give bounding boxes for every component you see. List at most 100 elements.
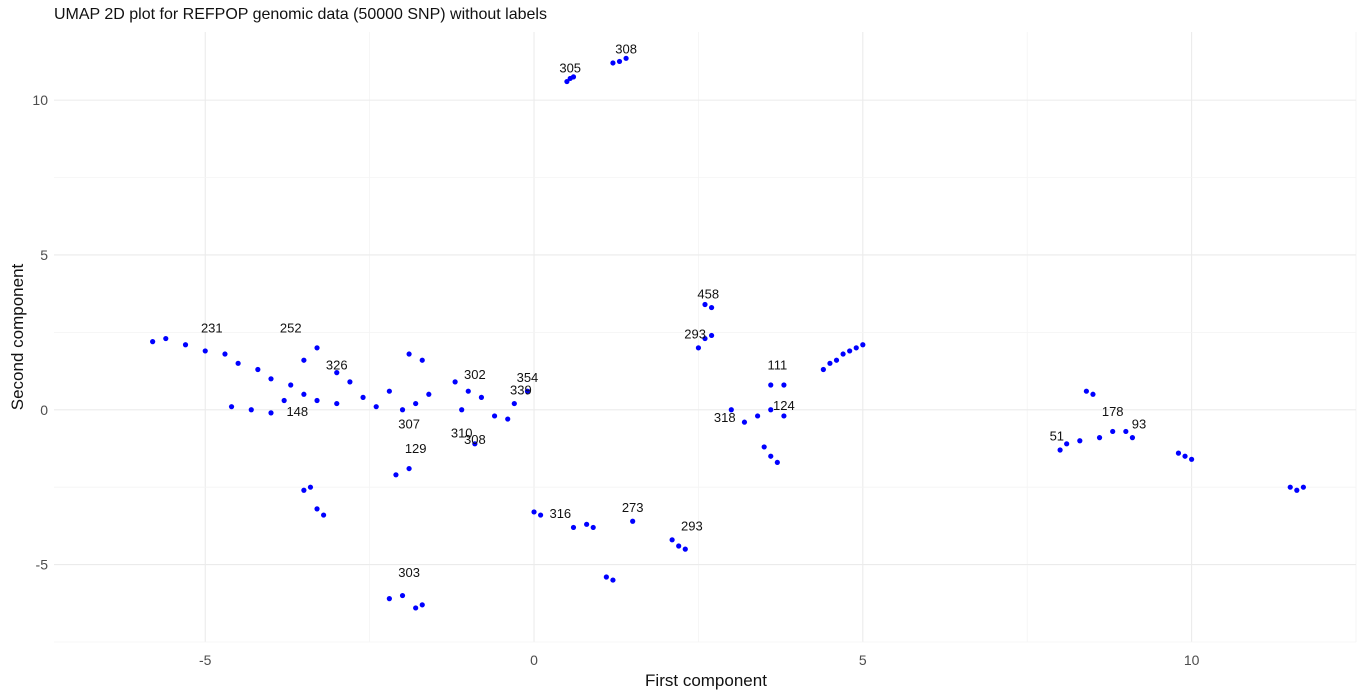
data-point [1064, 441, 1070, 447]
data-point [768, 453, 774, 459]
data-point [452, 379, 458, 385]
data-point [1189, 456, 1195, 462]
data-point [1294, 487, 1300, 493]
data-point [1083, 388, 1089, 394]
point-label: 354 [517, 370, 539, 385]
data-point [1110, 428, 1116, 435]
point-label: 302 [464, 367, 486, 382]
data-point [853, 345, 859, 351]
data-point [314, 345, 320, 351]
y-tick-label: 5 [40, 247, 48, 263]
data-point [419, 602, 425, 608]
data-point [840, 351, 846, 357]
data-point [1090, 391, 1096, 397]
data-point [426, 391, 432, 397]
data-point [386, 388, 392, 394]
y-tick-label: 10 [32, 92, 48, 108]
point-label: 339 [510, 382, 532, 397]
data-point [1096, 435, 1103, 441]
point-label: 326 [326, 358, 348, 373]
y-axis-title: Second component [8, 263, 27, 410]
data-point [399, 592, 406, 599]
data-point [847, 348, 853, 354]
data-point [347, 379, 353, 385]
data-point [1123, 428, 1129, 435]
data-point [248, 407, 254, 413]
y-tick-label: -5 [36, 557, 49, 573]
data-point [820, 366, 826, 373]
data-point [505, 416, 511, 422]
data-point [610, 577, 616, 583]
data-point [1077, 438, 1083, 444]
x-tick-label: -5 [199, 652, 212, 668]
data-point [702, 301, 708, 308]
data-point [741, 419, 748, 425]
point-label: 458 [697, 286, 719, 301]
data-point [334, 400, 340, 407]
data-point [728, 407, 734, 413]
data-point [288, 382, 294, 388]
point-label: 310 [451, 426, 473, 441]
data-point [695, 345, 702, 351]
point-label: 305 [559, 60, 581, 75]
point-label: 308 [615, 42, 637, 57]
x-tick-label: 10 [1184, 652, 1200, 668]
data-point [827, 360, 833, 366]
data-point [584, 521, 590, 527]
data-point [465, 388, 471, 394]
data-point [321, 512, 327, 518]
data-point [570, 74, 577, 80]
data-point [459, 407, 465, 413]
point-label: 178 [1102, 404, 1124, 419]
data-point [708, 304, 715, 311]
point-label: 231 [201, 320, 223, 335]
data-point [163, 335, 169, 342]
data-point [630, 518, 636, 524]
data-point [610, 60, 616, 66]
data-point [182, 342, 189, 348]
data-point [386, 596, 392, 602]
data-point [406, 465, 412, 472]
data-point [268, 376, 274, 382]
data-point [768, 407, 774, 413]
data-point [1182, 453, 1188, 459]
grid-lines [54, 32, 1357, 643]
data-point [1175, 450, 1182, 456]
data-point [373, 404, 379, 410]
point-label: 129 [405, 441, 427, 456]
point-label: 148 [286, 404, 308, 419]
data-point [774, 459, 780, 466]
point-label: 316 [549, 506, 571, 521]
data-point [222, 351, 228, 357]
data-point [570, 524, 577, 531]
data-point [860, 342, 866, 348]
data-point [393, 472, 399, 478]
point-label: 111 [767, 358, 787, 373]
data-point [472, 441, 478, 447]
point-label: 293 [681, 519, 703, 534]
data-point [538, 512, 544, 518]
x-tick-label: 5 [859, 652, 867, 668]
point-label: 273 [622, 500, 644, 515]
data-point [833, 357, 840, 363]
point-label: 293 [684, 327, 706, 342]
data-point [669, 537, 675, 543]
point-label: 252 [280, 320, 302, 335]
x-axis-title: First component [645, 671, 767, 690]
data-point [761, 444, 767, 450]
data-point [676, 543, 682, 549]
point-label: 303 [398, 565, 420, 580]
data-point [399, 407, 406, 413]
data-point [419, 357, 425, 363]
data-point [202, 348, 208, 354]
point-label: 308 [464, 432, 486, 447]
data-point [314, 506, 320, 512]
data-point [314, 397, 320, 404]
data-point [708, 332, 715, 339]
data-point [307, 484, 314, 490]
data-point [478, 394, 485, 400]
data-point [235, 360, 241, 366]
data-point [524, 388, 531, 394]
